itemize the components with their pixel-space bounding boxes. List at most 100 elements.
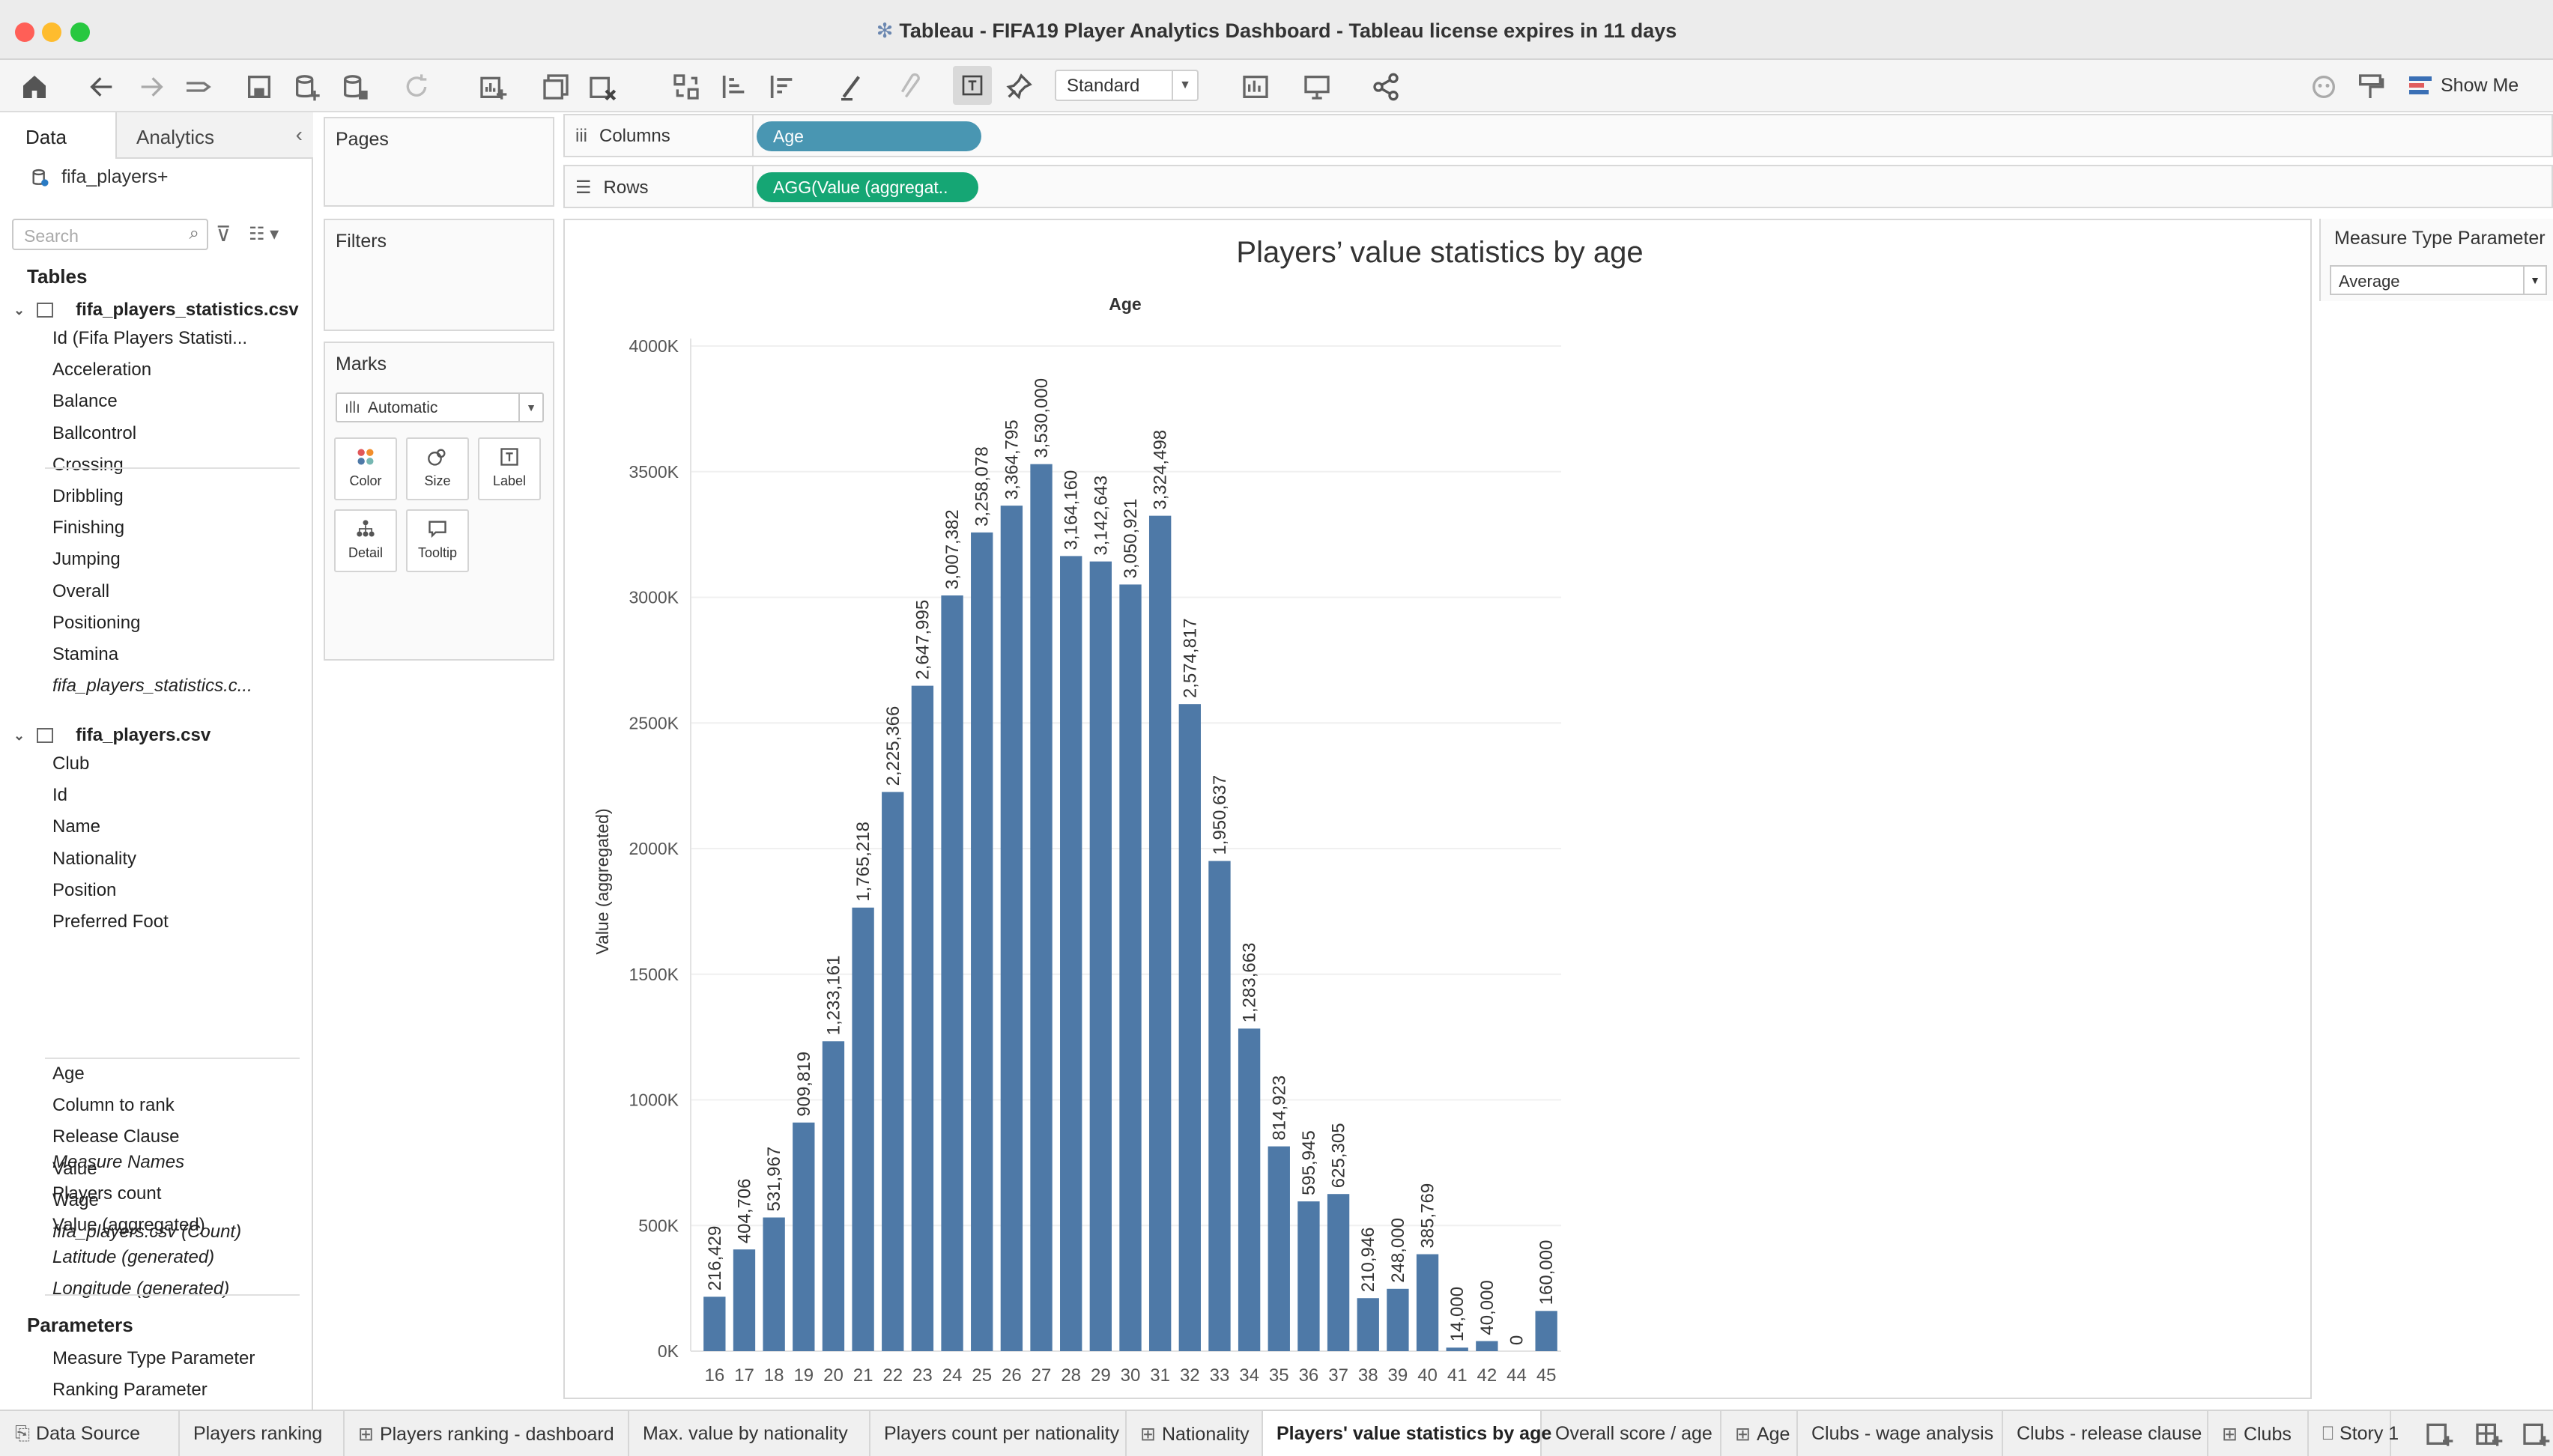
swap-icon[interactable]: [671, 69, 701, 105]
sheet-tab[interactable]: ⊞ Nationality: [1127, 1411, 1263, 1456]
field-item[interactable]: =#Column to rank: [52, 1095, 307, 1116]
datasource-item[interactable]: fifa_players+: [30, 166, 168, 188]
bar[interactable]: [882, 792, 904, 1351]
pages-card[interactable]: Pages: [324, 117, 554, 207]
field-item[interactable]: #Jumping: [52, 549, 307, 570]
bar[interactable]: [1148, 515, 1172, 1352]
mark-type-dropdown[interactable]: ıllı Automatic ▼: [336, 392, 544, 422]
bar[interactable]: [1208, 861, 1231, 1351]
show-me-button[interactable]: Show Me: [2409, 70, 2519, 100]
new-dashboard-tab-icon[interactable]: [2474, 1416, 2504, 1452]
redo-icon[interactable]: [136, 69, 166, 105]
view-options-icon[interactable]: ☷ ▾: [249, 224, 279, 244]
chart-type-icon[interactable]: [1241, 69, 1271, 105]
bar[interactable]: [1268, 1146, 1290, 1351]
field-item[interactable]: =#Players count: [52, 1183, 307, 1204]
field-item[interactable]: #fifa_players_statistics.c...: [52, 676, 307, 697]
field-item[interactable]: #Wage: [52, 1190, 307, 1211]
field-item[interactable]: #Stamina: [52, 644, 307, 665]
pin-icon[interactable]: [1004, 69, 1034, 105]
field-item[interactable]: #Id (Fifa Players Statisti...: [52, 328, 307, 349]
bar[interactable]: [852, 907, 874, 1351]
columns-pill-age[interactable]: Age: [757, 121, 981, 151]
field-item[interactable]: #Age: [52, 1064, 307, 1085]
measure-type-dropdown[interactable]: Average ▼: [2330, 265, 2547, 295]
show-labels-icon[interactable]: [953, 66, 992, 105]
tooltip-mark-button[interactable]: Tooltip: [406, 509, 469, 572]
format-icon[interactable]: [2355, 69, 2385, 105]
field-item[interactable]: AbcPreferred Foot: [52, 911, 307, 932]
detail-mark-button[interactable]: Detail: [334, 509, 397, 572]
bar[interactable]: [1238, 1028, 1261, 1351]
field-item[interactable]: AbcRanking Parameter: [52, 1380, 307, 1401]
bar[interactable]: [941, 595, 963, 1351]
tab-analytics[interactable]: Analytics: [117, 112, 313, 157]
undo-icon[interactable]: [87, 69, 117, 105]
home-icon[interactable]: [19, 69, 49, 105]
replay-icon[interactable]: [183, 69, 213, 105]
table-header-players[interactable]: ⌄ fifa_players.csv: [13, 725, 211, 746]
filters-card[interactable]: Filters: [324, 219, 554, 331]
sort-descending-icon[interactable]: [767, 69, 797, 105]
chart-view[interactable]: Players’ value statistics by age Age Val…: [563, 219, 2312, 1399]
field-item[interactable]: #Value: [52, 1159, 307, 1180]
sheet-tab[interactable]: Clubs - release clause: [2003, 1411, 2208, 1456]
bar[interactable]: [1416, 1254, 1439, 1351]
close-window-button[interactable]: [15, 22, 34, 42]
refresh-icon[interactable]: [402, 69, 431, 105]
bar[interactable]: [1119, 584, 1142, 1351]
bar[interactable]: [733, 1249, 756, 1351]
bar[interactable]: [1446, 1347, 1468, 1351]
bar[interactable]: [793, 1122, 815, 1351]
bar[interactable]: [1327, 1194, 1350, 1351]
share-icon[interactable]: [1371, 69, 1401, 105]
field-item[interactable]: AbcClub: [52, 753, 307, 774]
clear-sheet-icon[interactable]: [587, 69, 617, 105]
chevron-down-icon[interactable]: ⌄: [13, 302, 25, 318]
filter-icon[interactable]: ⊽: [216, 222, 231, 246]
bar[interactable]: [1060, 556, 1082, 1351]
collapse-pane-icon[interactable]: ‹: [295, 123, 303, 146]
chevron-down-icon[interactable]: ⌄: [13, 727, 25, 743]
field-item[interactable]: #Crossing: [52, 455, 307, 476]
field-item[interactable]: AbcPosition: [52, 880, 307, 901]
bar[interactable]: [1030, 464, 1053, 1351]
columns-shelf[interactable]: iii Columns Age: [563, 114, 2553, 157]
search-input[interactable]: Search ⌕: [12, 219, 208, 250]
bar[interactable]: [703, 1296, 726, 1351]
rows-pill-value[interactable]: AGG(Value (aggregat..: [757, 172, 978, 202]
field-item[interactable]: AbcMeasure Type Parameter: [52, 1348, 307, 1369]
save-icon[interactable]: [244, 69, 274, 105]
highlight-icon[interactable]: [838, 69, 867, 105]
new-story-tab-icon[interactable]: [2519, 1416, 2553, 1452]
duplicate-icon[interactable]: [541, 69, 571, 105]
color-mark-button[interactable]: Color: [334, 437, 397, 500]
field-item[interactable]: 🌐Longitude (generated): [52, 1278, 307, 1299]
sheet-tab[interactable]: Clubs - wage analysis: [1798, 1411, 2003, 1456]
sheet-tab[interactable]: ⎘ Data Source: [0, 1411, 180, 1456]
sort-ascending-icon[interactable]: [719, 69, 749, 105]
new-datasource-icon[interactable]: [292, 69, 322, 105]
field-item[interactable]: =#Value (aggregated): [52, 1215, 307, 1236]
rows-shelf[interactable]: ☰ Rows AGG(Value (aggregat..: [563, 165, 2553, 208]
field-item[interactable]: 🌐Nationality: [52, 849, 307, 870]
bar[interactable]: [971, 532, 993, 1351]
bar[interactable]: [822, 1041, 845, 1351]
tableau-server-icon[interactable]: [2309, 69, 2339, 105]
table-header-statistics[interactable]: ⌄ fifa_players_statistics.csv: [13, 300, 299, 321]
bar[interactable]: [1089, 561, 1112, 1351]
new-worksheet-icon[interactable]: [478, 69, 508, 105]
field-item[interactable]: #Finishing: [52, 518, 307, 539]
size-mark-button[interactable]: Size: [406, 437, 469, 500]
bar[interactable]: [1297, 1201, 1320, 1351]
bar[interactable]: [1357, 1298, 1379, 1351]
bar[interactable]: [1000, 506, 1023, 1351]
sheet-tab[interactable]: Overall score / age: [1542, 1411, 1721, 1456]
sheet-tab[interactable]: ⊞ Clubs: [2208, 1411, 2309, 1456]
sheet-tab[interactable]: Max. value by nationality: [629, 1411, 870, 1456]
field-item[interactable]: #Acceleration: [52, 360, 307, 380]
field-item[interactable]: #Balance: [52, 391, 307, 412]
field-item[interactable]: #fifa_players.csv (Count): [52, 1222, 307, 1243]
sheet-tab[interactable]: ⊞ Players ranking - dashboard: [345, 1411, 629, 1456]
field-item[interactable]: #Id: [52, 785, 307, 806]
